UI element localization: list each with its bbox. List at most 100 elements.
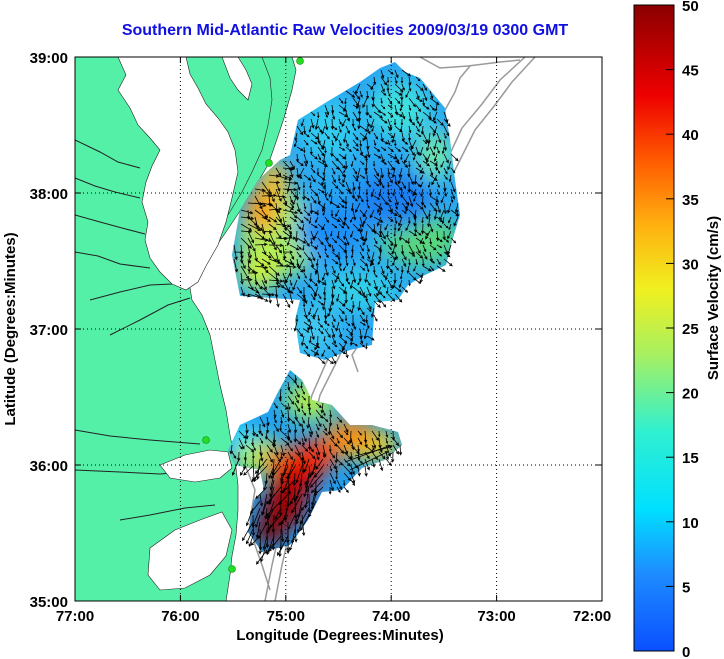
velocity-arrow	[268, 180, 281, 185]
velocity-arrow	[262, 535, 268, 551]
velocity-arrow	[414, 223, 418, 234]
velocity-arrow	[322, 444, 327, 458]
velocity-arrow	[432, 125, 438, 137]
velocity-arrow	[331, 251, 339, 258]
velocity-arrow	[443, 125, 450, 137]
velocity-arrow	[331, 223, 338, 229]
velocity-arrow	[422, 139, 428, 145]
velocity-arrow	[331, 279, 336, 290]
velocity-arrow	[422, 209, 429, 220]
velocity-arrow	[338, 195, 345, 204]
velocity-arrow	[380, 111, 387, 116]
velocity-arrow	[357, 458, 363, 464]
velocity-arrow	[373, 181, 380, 187]
velocity-arrow	[296, 237, 307, 244]
velocity-arrow	[392, 279, 396, 289]
velocity-arrow	[366, 181, 371, 188]
velocity-arrow	[349, 451, 389, 471]
velocity-arrow	[275, 209, 282, 223]
velocity-arrow	[378, 251, 382, 260]
velocity-arrow	[330, 230, 333, 237]
velocity-arrow	[394, 76, 398, 85]
velocity-arrow	[342, 265, 347, 272]
velocity-arrow	[338, 139, 342, 147]
velocity-arrow	[315, 409, 324, 419]
velocity-arrow	[240, 258, 246, 270]
velocity-arrow	[380, 153, 385, 163]
velocity-arrow	[428, 111, 432, 121]
velocity-arrow	[296, 146, 304, 151]
velocity-arrow	[323, 286, 327, 296]
velocity-arrow	[286, 237, 291, 247]
velocity-arrow	[321, 125, 326, 135]
velocity-arrow	[310, 479, 324, 494]
velocity-arrow	[247, 265, 256, 274]
velocity-arrow	[328, 486, 332, 495]
velocity-arrow	[315, 258, 319, 267]
velocity-arrow	[243, 451, 247, 461]
velocity-arrow	[349, 335, 354, 347]
velocity-arrow	[343, 444, 349, 455]
velocity-arrow	[240, 293, 251, 298]
velocity-arrow	[294, 374, 297, 382]
velocity-arrow	[317, 251, 322, 259]
velocity-arrow	[261, 258, 271, 265]
velocity-arrow	[343, 479, 346, 487]
velocity-arrow	[429, 258, 435, 264]
velocity-arrow	[296, 216, 304, 224]
velocity-arrow	[336, 458, 343, 466]
velocity-arrow	[336, 486, 341, 493]
velocity-arrow	[252, 423, 256, 437]
colorbar-tick-label: 35	[682, 192, 699, 209]
velocity-arrow	[245, 507, 254, 527]
velocity-arrow	[358, 272, 362, 283]
velocity-arrow	[331, 153, 339, 162]
velocity-arrow	[303, 202, 307, 210]
velocity-arrow	[345, 223, 350, 230]
velocity-arrow	[308, 125, 312, 133]
velocity-arrow	[275, 167, 282, 177]
velocity-arrow	[308, 409, 312, 416]
velocity-arrow	[296, 160, 304, 167]
velocity-arrow	[338, 335, 348, 344]
velocity-arrow	[327, 307, 333, 317]
velocity-arrow	[364, 465, 368, 477]
x-tick-label: 72:00	[573, 608, 611, 625]
velocity-arrow	[296, 174, 303, 179]
velocity-arrow	[240, 278, 253, 282]
velocity-arrow	[384, 223, 389, 231]
velocity-arrow	[322, 209, 326, 216]
velocity-arrow	[415, 237, 426, 245]
velocity-arrow	[338, 188, 343, 195]
velocity-arrow	[289, 244, 300, 251]
velocity-arrow	[378, 430, 381, 438]
velocity-arrow	[294, 395, 299, 404]
velocity-arrow	[294, 437, 302, 445]
velocity-arrow	[343, 300, 347, 307]
velocity-arrow	[321, 349, 326, 358]
velocity-arrow	[350, 216, 354, 223]
velocity-arrow	[350, 451, 353, 460]
velocity-arrow	[308, 216, 312, 225]
velocity-arrow	[422, 83, 427, 91]
velocity-arrow	[322, 167, 326, 176]
velocity-arrow	[447, 230, 452, 240]
velocity-arrow	[303, 195, 311, 201]
velocity-arrow	[443, 167, 448, 175]
velocity-arrow	[330, 210, 334, 218]
velocity-arrow	[344, 244, 348, 254]
velocity-arrow	[373, 216, 384, 223]
velocity-arrow	[376, 216, 382, 227]
velocity-arrow	[415, 167, 425, 174]
y-tick-label: 37:00	[30, 322, 68, 339]
velocity-arrow	[280, 409, 285, 418]
velocity-arrow	[303, 293, 308, 305]
radar-stations	[202, 57, 304, 573]
velocity-arrow	[294, 507, 298, 520]
velocity-arrow	[268, 223, 277, 231]
velocity-arrow	[405, 202, 410, 213]
velocity-arrow	[380, 139, 389, 145]
velocity-arrow	[366, 265, 370, 273]
velocity-arrow	[387, 265, 393, 274]
velocity-arrow	[338, 349, 347, 355]
